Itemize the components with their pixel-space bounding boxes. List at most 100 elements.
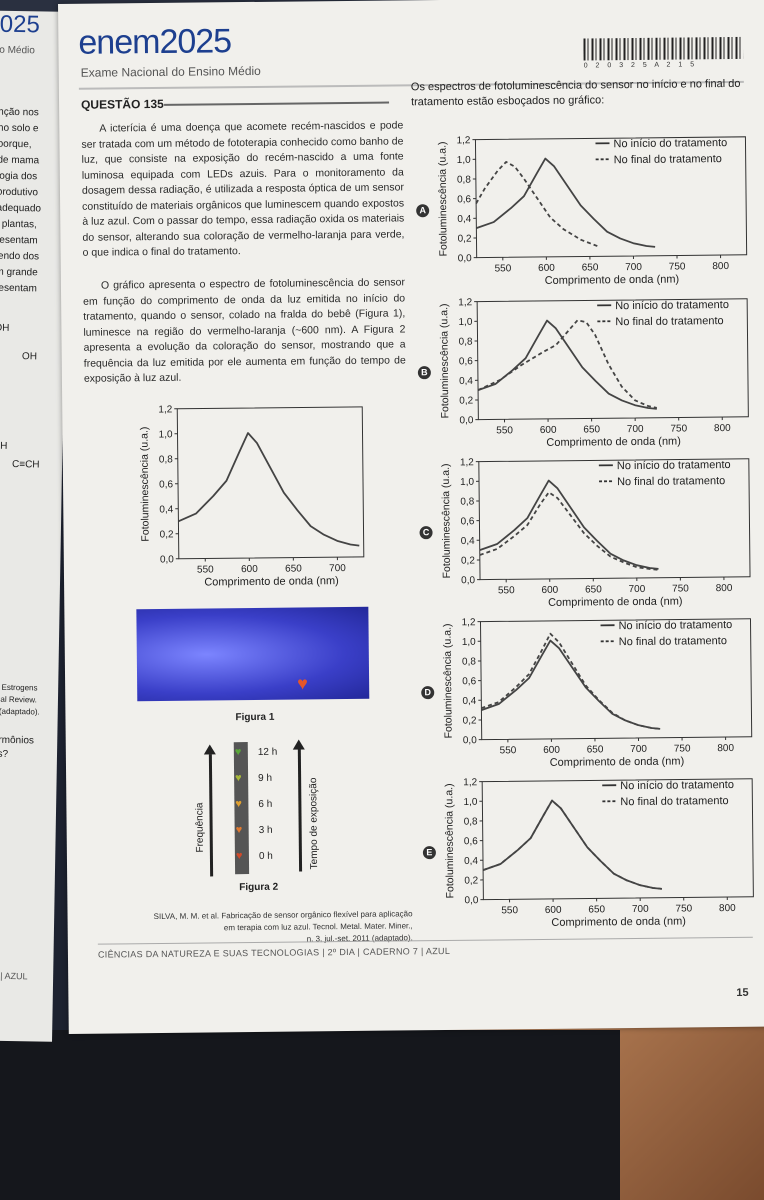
prev-line: produtivo [0,186,39,199]
series-line-dashed [477,319,657,409]
option-b-chart[interactable]: 0,0 0,2 0,4 0,6 0,8 1,0 1,2 550 600 650 700 750 800 C… [429,289,761,450]
footer-text: CIÊNCIAS DA NATUREZA E SUAS TECNOLOGIAS … [97,945,451,960]
x-tick-label: 550 [500,745,517,756]
answer-options: A 0,0 0,2 0,4 0,6 0,8 1,0 1,2 550 600 650 700 750 800… [58,0,764,929]
prev-chem-1: OH [0,322,10,334]
legend-label: No final do tratamento [614,153,722,166]
y-tick-label: 0,4 [464,856,478,867]
x-tick-label: 700 [627,424,644,435]
prev-chem-3: OH [0,440,8,452]
exam-subtitle: Exame Nacional do Ensino Médio [80,63,261,80]
x-tick-label: 650 [285,563,302,574]
x-tick-label: 700 [629,584,646,595]
y-axis-label: Fotoluminescência (u.a.) [138,427,151,542]
series-line-solid [482,799,662,890]
x-tick-label: 550 [501,905,518,916]
x-tick-label: 550 [197,564,214,575]
prev-line: logia dos [0,170,38,183]
series-line-solid [476,157,656,248]
frequency-label: Frequência [194,802,206,853]
heart-icon: ♥ [235,798,242,811]
x-tick-label: 600 [541,585,558,596]
x-tick-label: 800 [717,743,734,754]
sensor-heart-icon: ♥ [297,673,308,694]
time-label: 0 h [258,850,273,862]
x-tick-label: 650 [583,424,600,435]
time-label: 9 h [258,772,273,784]
prev-line: iendo dos [0,250,40,263]
prev-line: m grande [0,266,38,279]
x-tick-label: 800 [716,583,733,594]
y-tick-label: 0,6 [462,676,476,687]
y-tick-label: 1,0 [159,429,173,440]
y-tick-label: 0,6 [464,836,478,847]
prev-ref-4: hormônios [0,734,35,747]
y-axis-label: Fotoluminescência (u.a.) [440,463,453,578]
main-spectrum-chart: 0,0 0,2 0,4 0,6 0,8 1,0 1,2 550 600 650 700Comprim… [138,404,365,588]
exposure-arrow-head [292,739,305,750]
frequency-arrow [208,754,214,877]
y-tick-label: 0,2 [160,529,174,540]
heart-icon: ♥ [235,824,243,837]
y-tick-label: 0,4 [461,536,475,547]
logo-year: 2025 [159,22,232,61]
series-line-dashed [482,799,662,890]
time-label: 3 h [258,824,273,836]
x-tick-label: 600 [538,263,555,274]
series-line-dashed [481,632,661,730]
x-tick-label: 700 [630,744,647,755]
series-line-solid [479,479,659,570]
y-tick-label: 0,8 [464,816,478,827]
series-line-solid [477,319,657,410]
legend-label: No início do tratamento [618,619,732,632]
prev-ref-1: t of Estrogens [0,682,38,693]
heart-icon: ♥ [235,850,243,863]
option-e-chart[interactable]: 0,0 0,2 0,4 0,6 0,8 1,0 1,2 550 600 650 700 750 800 C… [434,769,764,930]
y-axis-label: Fotoluminescência (u.a.) [438,303,451,418]
prev-line: nção nos [0,106,39,119]
x-tick-label: 650 [587,744,604,755]
page-number: 15 [736,986,749,999]
y-tick-label: 0,8 [462,656,476,667]
heart-icon: ♥ [235,772,242,785]
y-tick-label: 0,6 [459,356,473,367]
options-intro: Os espectros de fotoluminescência do sen… [410,77,741,109]
y-axis-label: Fotoluminescência (u.a.) [436,141,449,256]
y-axis-label: Fotoluminescência (u.a.) [442,623,455,738]
figure-1-photo: ♥ [136,606,370,702]
exposure-label: Tempo de exposição [308,777,321,870]
x-axis-label: Comprimento de onda (nm) [545,274,680,287]
y-tick-label: 0,6 [457,194,471,205]
x-tick-label: 700 [329,563,346,574]
prev-line: , plantas, [0,218,37,231]
exam-page: enem2025 Exame Nacional do Ensino Médio … [58,0,764,1034]
y-axis-label: Fotoluminescência (u.a.) [443,783,456,898]
x-tick-label: 600 [540,425,557,436]
y-tick-label: 0,4 [459,376,473,387]
option-d-chart[interactable]: 0,0 0,2 0,4 0,6 0,8 1,0 1,2 550 600 650 700 750 800 C… [432,609,764,770]
prev-footer: O 7 | AZUL [0,970,28,982]
option-c-chart[interactable]: 0,0 0,2 0,4 0,6 0,8 1,0 1,2 550 600 650 700 750 800 C… [431,449,763,610]
y-tick-label: 1,2 [456,135,470,146]
y-tick-label: 0,6 [159,479,173,490]
x-tick-label: 550 [495,263,512,274]
question-title-rule [164,101,390,106]
prev-line: adequado [0,202,42,215]
barcode [583,36,744,61]
y-tick-label: 1,2 [158,404,172,415]
series-line-dashed [475,161,599,248]
y-tick-label: 0,2 [459,396,473,407]
x-axis-label: Comprimento de onda (nm) [548,595,683,608]
legend-label: No final do tratamento [617,475,725,488]
x-tick-label: 800 [714,423,731,434]
y-tick-label: 0,0 [160,554,174,565]
plot-frame [176,406,365,560]
prev-line: no solo e [0,122,39,135]
option-a-chart[interactable]: 0,0 0,2 0,4 0,6 0,8 1,0 1,2 550 600 650 700 750 800 C… [427,127,759,288]
series-line-solid [178,432,360,547]
prev-header-sub: o Médio [0,44,35,57]
series-line-solid [481,639,661,730]
legend-label: No início do tratamento [613,137,727,150]
y-tick-label: 1,0 [463,797,477,808]
y-tick-label: 0,4 [457,214,471,225]
